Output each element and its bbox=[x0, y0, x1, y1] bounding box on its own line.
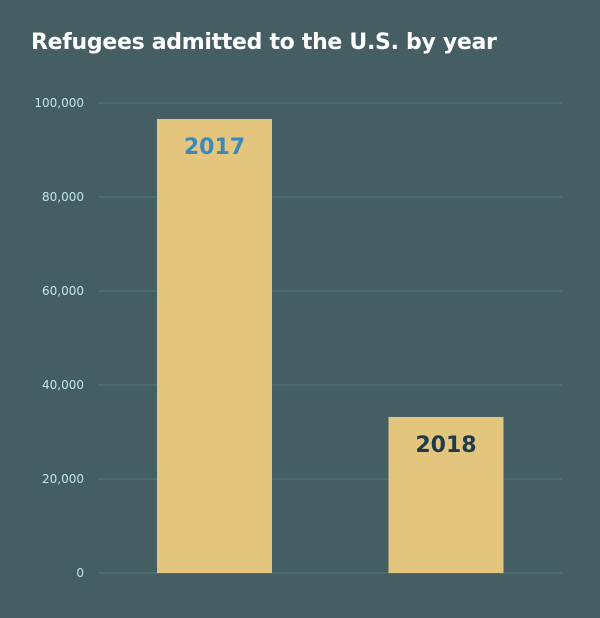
y-tick-label: 0 bbox=[76, 566, 84, 580]
bar-label-2018: 2018 bbox=[415, 433, 476, 458]
chart-title: Refugees admitted to the U.S. by year bbox=[31, 30, 497, 55]
y-tick-label: 100,000 bbox=[34, 96, 84, 110]
bar-label-2017: 2017 bbox=[184, 135, 245, 160]
bar-2017 bbox=[157, 118, 272, 573]
y-tick-label: 60,000 bbox=[42, 284, 84, 298]
y-tick-label: 20,000 bbox=[42, 472, 84, 486]
bar-2018 bbox=[388, 416, 504, 573]
y-tick-label: 40,000 bbox=[42, 378, 84, 392]
y-tick-label: 80,000 bbox=[42, 190, 84, 204]
